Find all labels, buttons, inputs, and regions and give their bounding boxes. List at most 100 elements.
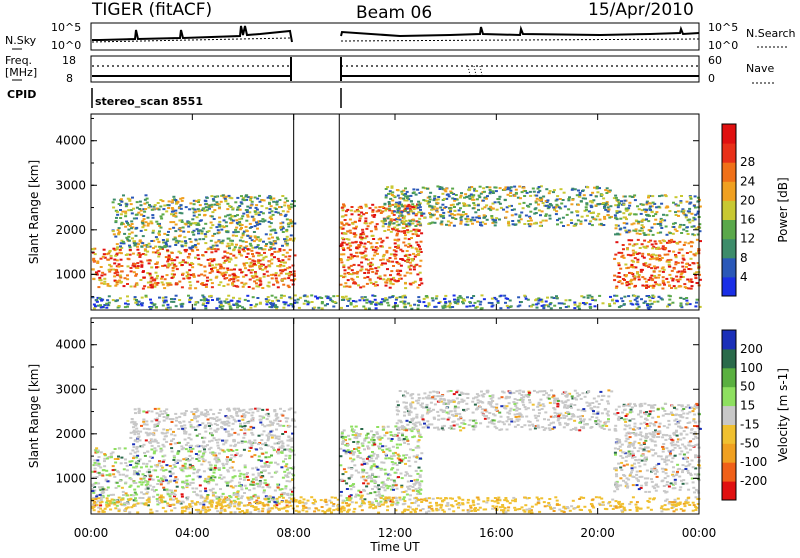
power-cell — [407, 257, 410, 259]
power-cell — [225, 231, 228, 233]
velocity-cell — [163, 438, 166, 440]
power-cell — [391, 296, 394, 298]
velocity-cell — [257, 408, 260, 410]
power-colorbar-swatch — [722, 181, 736, 201]
power-cell — [181, 286, 184, 288]
power-cell — [240, 201, 243, 203]
power-cell — [655, 258, 658, 260]
velocity-cell — [131, 418, 134, 420]
velocity-cell — [258, 435, 261, 437]
velocity-cell — [162, 444, 165, 446]
power-colorbar-tick: 12 — [740, 232, 755, 246]
power-cell — [174, 265, 177, 267]
power-cell — [207, 206, 210, 208]
power-cell — [371, 301, 374, 303]
power-cell — [176, 256, 179, 258]
power-cell — [389, 221, 392, 223]
power-cell — [677, 215, 680, 217]
power-cell — [193, 276, 196, 278]
velocity-cell — [252, 484, 255, 486]
velocity-cell — [222, 443, 225, 445]
power-cell — [618, 252, 621, 254]
velocity-cell — [133, 446, 136, 448]
power-cell — [270, 216, 273, 218]
power-cell — [197, 243, 200, 245]
power-cell — [486, 195, 489, 197]
power-cell — [567, 198, 570, 200]
power-cell — [450, 213, 453, 215]
power-cell — [641, 253, 644, 255]
power-cell — [620, 200, 623, 202]
power-cell — [433, 198, 436, 200]
power-cell — [214, 196, 217, 198]
power-cell — [218, 221, 221, 223]
velocity-cell — [233, 419, 236, 421]
velocity-cell — [194, 429, 197, 431]
velocity-cell — [203, 437, 206, 439]
power-cell — [355, 247, 358, 249]
power-cell — [390, 231, 393, 233]
power-cell — [357, 210, 360, 212]
power-cell — [499, 203, 502, 205]
power-cell — [417, 207, 420, 209]
velocity-cell — [286, 417, 289, 419]
power-cell — [632, 250, 635, 252]
power-cell — [164, 265, 167, 267]
power-cell — [332, 295, 335, 297]
power-cell — [434, 222, 437, 224]
power-cell — [416, 254, 419, 256]
power-cell — [135, 235, 138, 237]
power-cell — [546, 199, 549, 201]
power-cell — [524, 190, 527, 192]
power-cell — [202, 228, 205, 230]
power-cell — [634, 285, 637, 287]
power-cell — [448, 301, 451, 303]
power-cell — [636, 259, 639, 261]
velocity-cell — [210, 447, 213, 449]
power-cell — [268, 265, 271, 267]
power-cell — [227, 295, 230, 297]
power-cell — [172, 238, 175, 240]
power-cell — [645, 281, 648, 283]
power-cell — [346, 305, 349, 307]
velocity-cell — [174, 478, 177, 480]
power-cell — [409, 305, 412, 307]
velocity-cell — [188, 475, 191, 477]
power-cell — [368, 308, 371, 310]
power-cell — [385, 197, 388, 199]
power-cell — [197, 232, 200, 234]
power-cell — [498, 196, 501, 198]
power-cell — [257, 262, 260, 264]
power-cell — [246, 295, 249, 297]
power-cell — [570, 219, 573, 221]
power-cell — [157, 282, 160, 284]
power-cell — [215, 277, 218, 279]
velocity-cell — [200, 464, 203, 466]
velocity-cell — [145, 466, 148, 468]
power-cell — [248, 286, 251, 288]
power-cell — [388, 208, 391, 210]
power-cell — [348, 273, 351, 275]
power-cell — [422, 213, 425, 215]
power-cell — [140, 214, 143, 216]
power-cell — [155, 284, 158, 286]
velocity-cell — [142, 411, 145, 413]
velocity-cell — [106, 458, 109, 460]
power-cell — [341, 242, 344, 244]
power-cell — [510, 306, 513, 308]
power-cell — [283, 262, 286, 264]
power-cell — [236, 209, 239, 211]
power-cell — [149, 273, 152, 275]
velocity-cell — [265, 452, 268, 454]
power-cell — [494, 201, 497, 203]
velocity-cell — [135, 494, 138, 496]
power-cell — [213, 209, 216, 211]
velocity-cell — [184, 439, 187, 441]
power-cell — [628, 205, 631, 207]
power-cell — [672, 226, 675, 228]
power-cell — [608, 305, 611, 307]
power-cell — [189, 287, 192, 289]
power-cell — [270, 222, 273, 224]
power-cell — [398, 278, 401, 280]
power-cell — [668, 295, 671, 297]
